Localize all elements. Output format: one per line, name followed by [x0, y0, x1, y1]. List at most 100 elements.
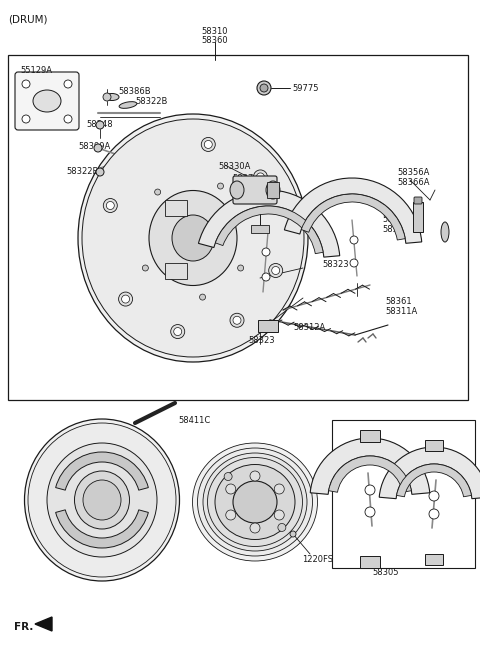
Text: 58305: 58305 — [373, 568, 399, 577]
Circle shape — [233, 317, 241, 324]
Text: 55129A: 55129A — [20, 66, 52, 75]
Circle shape — [171, 324, 185, 339]
Wedge shape — [329, 456, 411, 492]
Ellipse shape — [266, 181, 280, 199]
Bar — [165, 200, 187, 216]
Text: 58350: 58350 — [232, 183, 259, 192]
Text: FR.: FR. — [14, 622, 34, 632]
Circle shape — [226, 484, 236, 494]
Text: 1220FS: 1220FS — [302, 555, 333, 564]
Ellipse shape — [119, 101, 137, 109]
FancyBboxPatch shape — [414, 197, 422, 204]
Circle shape — [217, 183, 224, 189]
Circle shape — [103, 93, 111, 101]
Text: 58323: 58323 — [248, 336, 275, 345]
Ellipse shape — [172, 215, 214, 261]
Circle shape — [290, 531, 296, 537]
Circle shape — [260, 84, 268, 92]
Text: 58348: 58348 — [86, 120, 113, 129]
Text: 58386B: 58386B — [118, 87, 151, 96]
Circle shape — [365, 507, 375, 517]
Text: (DRUM): (DRUM) — [8, 14, 48, 24]
FancyBboxPatch shape — [233, 176, 277, 204]
Bar — [360, 556, 380, 568]
Circle shape — [22, 80, 30, 88]
Ellipse shape — [192, 443, 317, 561]
Circle shape — [174, 328, 182, 336]
Ellipse shape — [78, 114, 308, 362]
Circle shape — [22, 115, 30, 123]
Text: 58366A: 58366A — [397, 178, 430, 187]
Circle shape — [64, 115, 72, 123]
Circle shape — [350, 259, 358, 267]
Circle shape — [274, 484, 284, 494]
Text: 58356A: 58356A — [397, 168, 430, 177]
Circle shape — [250, 523, 260, 533]
Ellipse shape — [47, 443, 157, 557]
Text: 58344D: 58344D — [382, 215, 415, 224]
Circle shape — [257, 81, 271, 95]
Circle shape — [201, 137, 216, 152]
Text: 59775: 59775 — [292, 84, 319, 93]
Circle shape — [274, 510, 284, 520]
Ellipse shape — [24, 419, 180, 581]
Bar — [267, 182, 279, 198]
Circle shape — [238, 265, 244, 271]
Bar — [425, 440, 443, 451]
Circle shape — [429, 509, 439, 519]
Circle shape — [272, 266, 280, 275]
Bar — [165, 263, 187, 279]
Text: 58330A: 58330A — [218, 162, 251, 171]
Circle shape — [200, 294, 205, 300]
Text: 58312A: 58312A — [293, 323, 325, 332]
Ellipse shape — [215, 464, 295, 540]
Circle shape — [262, 248, 270, 256]
Circle shape — [269, 264, 283, 277]
Circle shape — [278, 523, 286, 532]
Circle shape — [121, 295, 130, 303]
Bar — [251, 225, 269, 233]
Wedge shape — [301, 194, 405, 240]
Bar — [413, 202, 423, 232]
Text: 58361: 58361 — [385, 297, 412, 306]
Circle shape — [155, 189, 161, 195]
Wedge shape — [284, 178, 422, 243]
Text: 58322B: 58322B — [66, 167, 98, 176]
Wedge shape — [56, 510, 148, 548]
Bar — [425, 554, 443, 565]
Ellipse shape — [149, 190, 237, 286]
Circle shape — [365, 485, 375, 495]
Text: 58310: 58310 — [202, 27, 228, 36]
Circle shape — [143, 265, 148, 271]
Polygon shape — [35, 617, 52, 631]
Circle shape — [103, 199, 117, 213]
Text: 58411C: 58411C — [178, 416, 210, 425]
Wedge shape — [396, 464, 471, 497]
Ellipse shape — [441, 222, 449, 242]
Ellipse shape — [28, 423, 176, 577]
Circle shape — [226, 510, 236, 520]
Bar — [258, 320, 278, 332]
Wedge shape — [198, 190, 340, 257]
Text: 58322B: 58322B — [135, 97, 168, 106]
Circle shape — [119, 292, 132, 306]
Text: 58345E: 58345E — [382, 225, 414, 234]
Ellipse shape — [233, 481, 277, 523]
Bar — [332, 420, 475, 568]
Bar — [360, 430, 380, 442]
Circle shape — [94, 144, 102, 152]
Ellipse shape — [74, 471, 130, 529]
Ellipse shape — [207, 458, 302, 547]
Circle shape — [96, 121, 104, 129]
Circle shape — [224, 473, 232, 481]
Ellipse shape — [105, 94, 119, 101]
Ellipse shape — [83, 480, 121, 520]
Ellipse shape — [82, 119, 304, 357]
Ellipse shape — [197, 448, 312, 556]
Wedge shape — [310, 438, 430, 494]
Bar — [8, 55, 468, 400]
FancyBboxPatch shape — [15, 72, 79, 130]
Wedge shape — [379, 447, 480, 499]
Circle shape — [230, 313, 244, 327]
Text: 58370: 58370 — [232, 174, 259, 183]
